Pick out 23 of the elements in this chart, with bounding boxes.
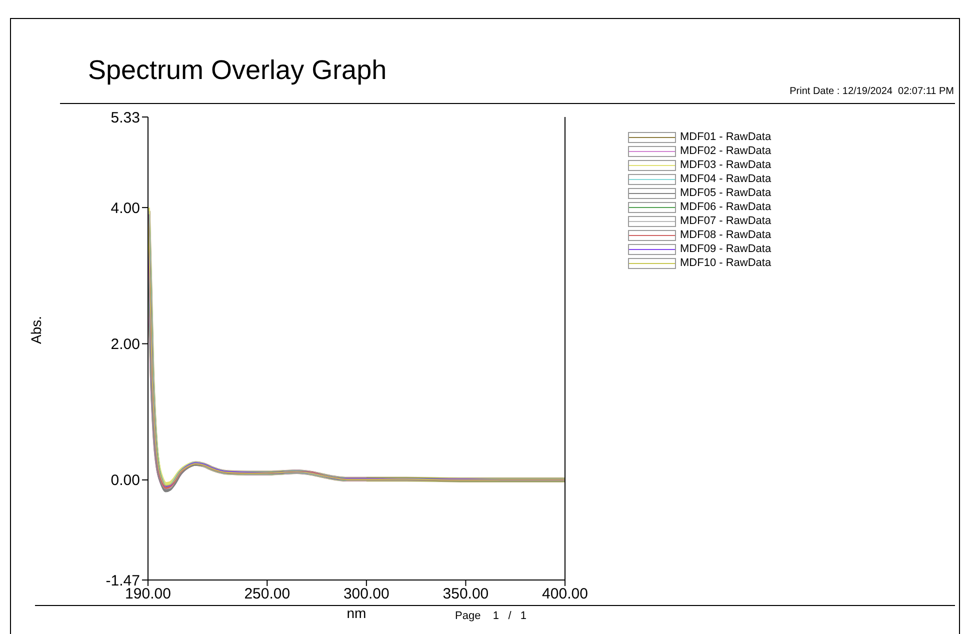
y-tick-label: 4.00 [110,200,140,217]
text: Print Date : 12/19/2024 02:07:11 PM [790,86,954,97]
legend-label: MDF01 - RawData [680,131,772,143]
legend-label: MDF05 - RawData [680,187,772,199]
chart-title: Spectrum Overlay Graph [88,55,387,86]
y-tick-label: 0.00 [110,472,140,490]
text: Page 1 / 1 [455,610,527,622]
y-axis-title: Abs. [28,316,44,344]
legend-label: MDF02 - RawData [680,145,772,157]
y-tick-label: 2.00 [110,336,140,354]
legend-label: MDF04 - RawData [680,173,772,185]
y-tick-label: 5.33 [110,109,140,126]
x-tick-label: 350.00 [442,586,489,603]
legend-label: MDF10 - RawData [680,257,772,269]
legend-label: MDF09 - RawData [680,243,772,255]
legend-label: MDF08 - RawData [680,229,772,241]
legend-label: MDF03 - RawData [680,159,772,171]
x-tick-label: 250.00 [244,586,290,603]
x-tick-label: 400.00 [542,586,588,603]
legend-label: MDF07 - RawData [680,215,772,227]
x-tick-label: 300.00 [343,586,390,603]
x-axis-title: nm [346,605,366,621]
legend-label: MDF06 - RawData [680,201,772,213]
